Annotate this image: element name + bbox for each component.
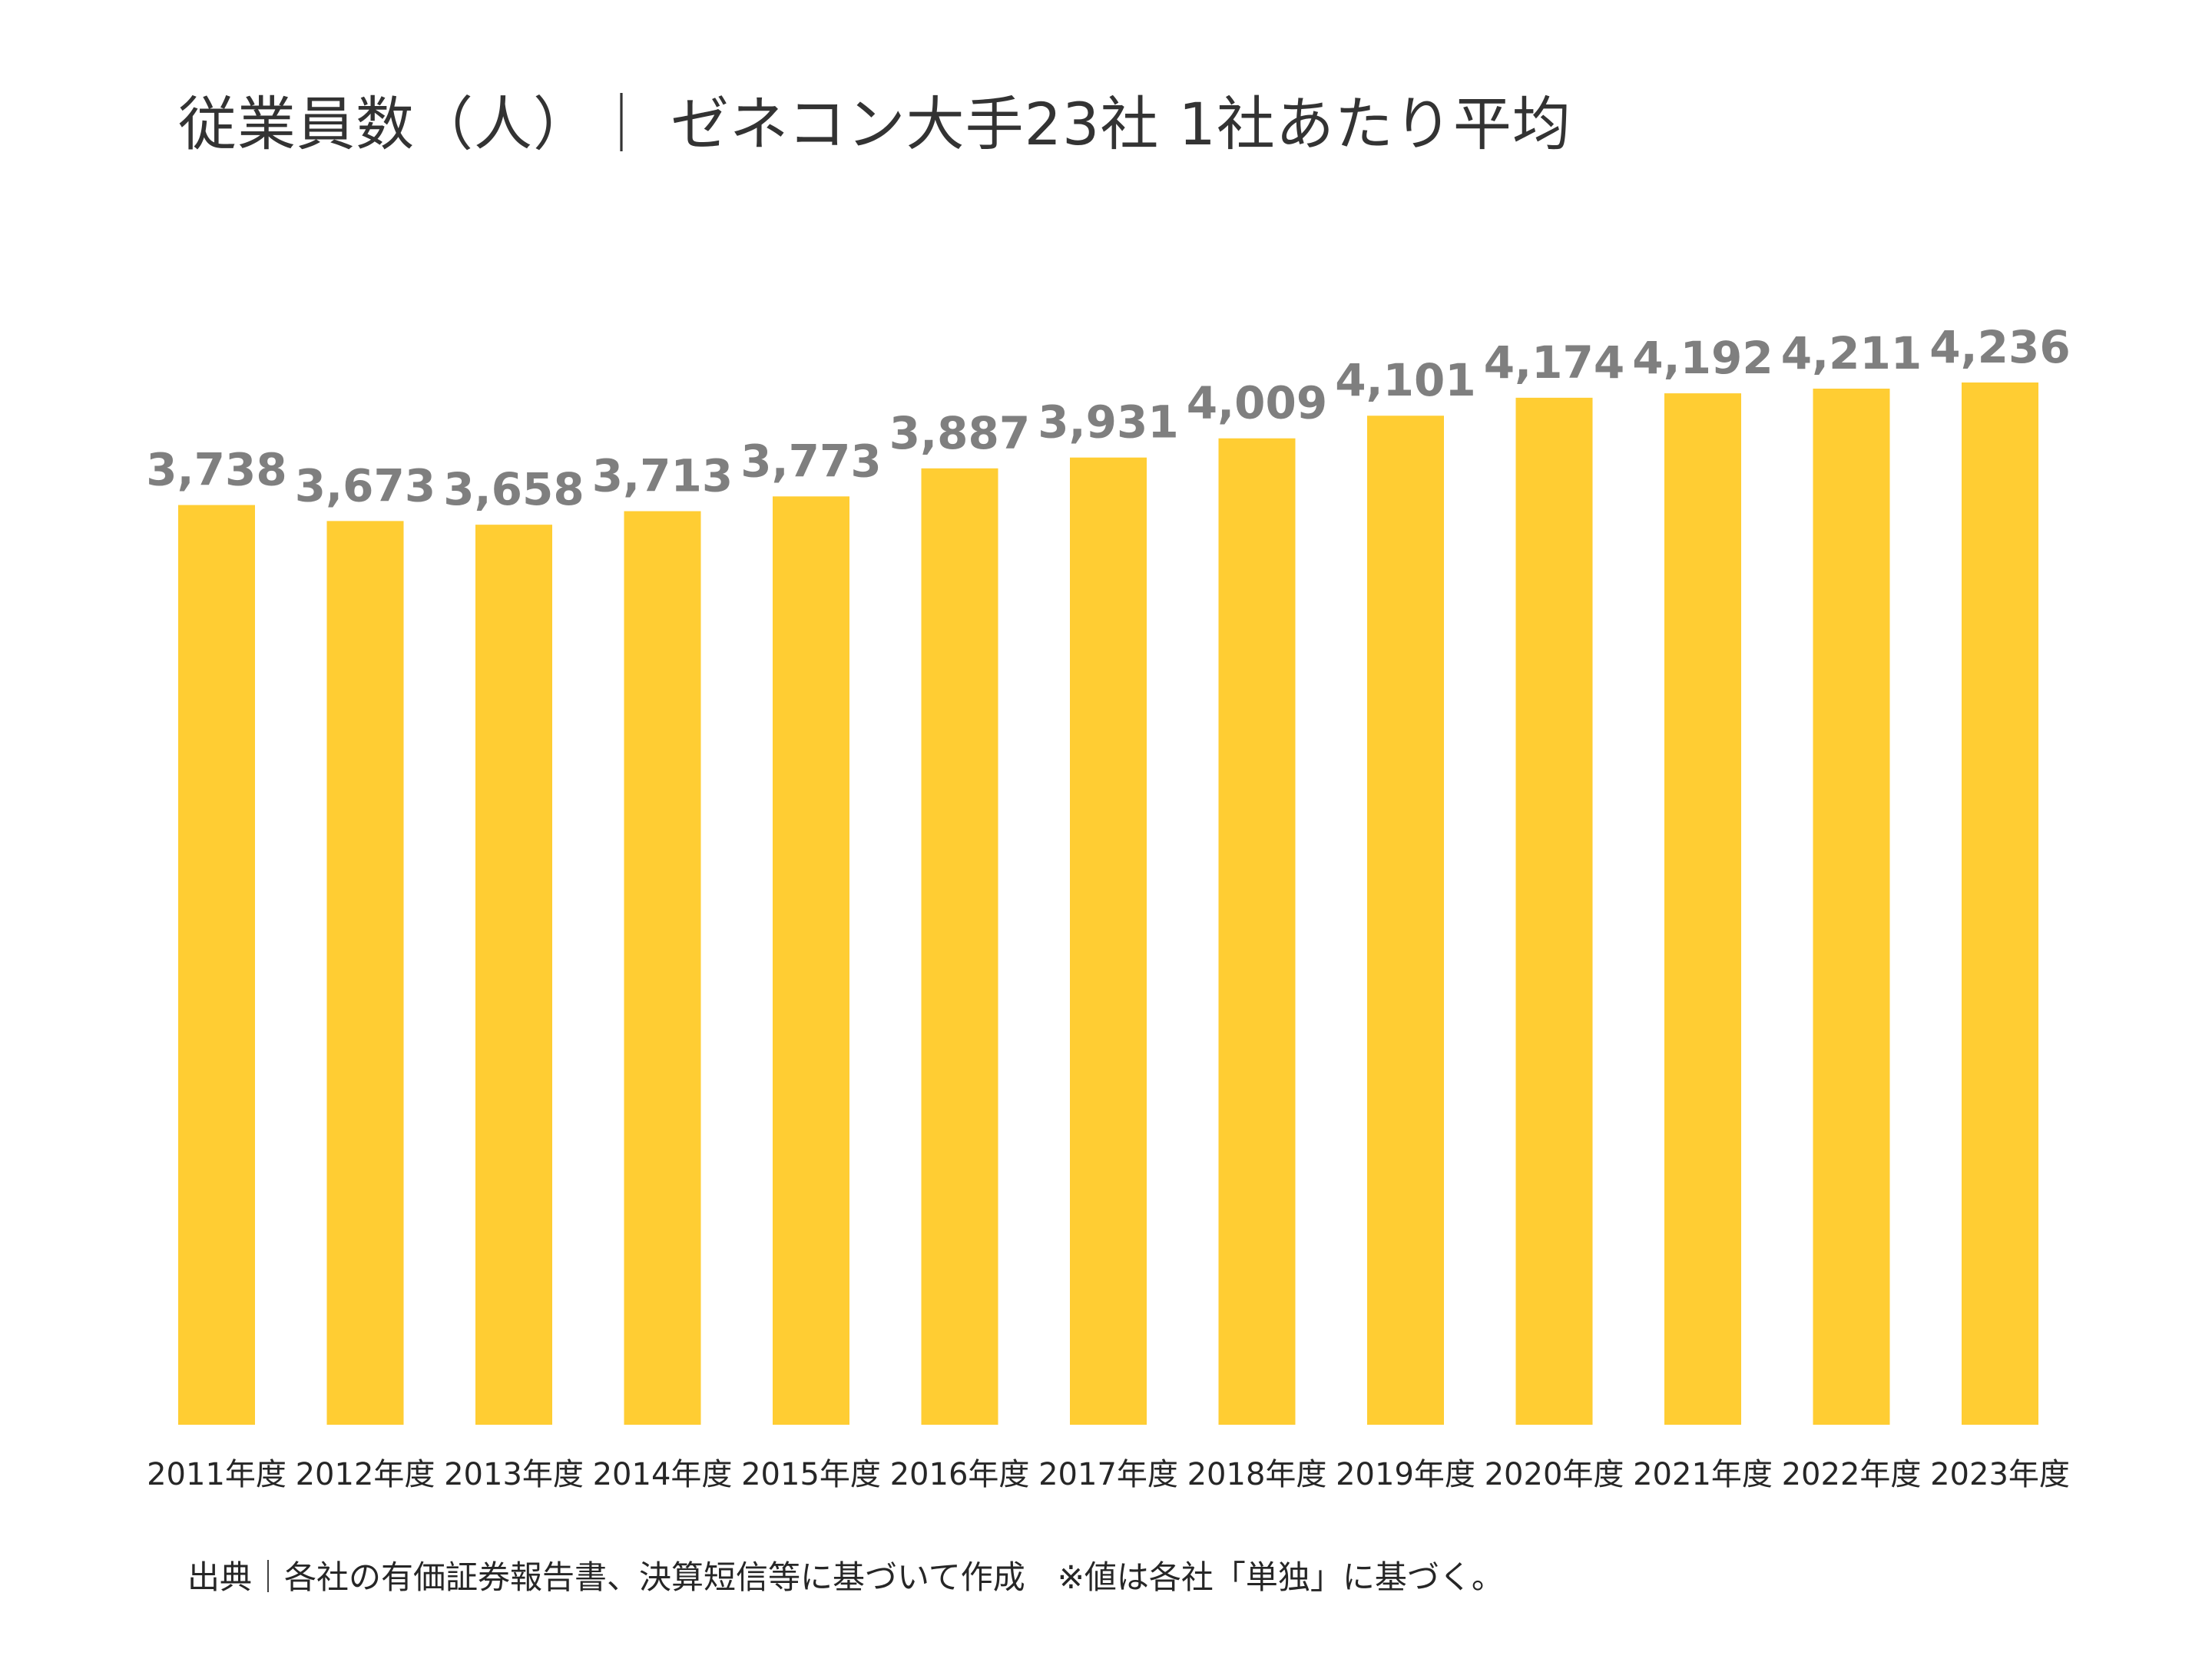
value-label-2021年度: 4,192 bbox=[1632, 332, 1773, 384]
bar-2016年度 bbox=[921, 468, 998, 1425]
bar-2021年度 bbox=[1664, 393, 1741, 1425]
value-label-2017年度: 3,931 bbox=[1038, 396, 1178, 449]
value-label-2014年度: 3,713 bbox=[592, 450, 733, 502]
value-label-2016年度: 3,887 bbox=[889, 407, 1030, 459]
value-label-2011年度: 3,738 bbox=[146, 444, 286, 496]
x-tick-label-2011年度: 2011年度 bbox=[147, 1457, 286, 1492]
x-tick-label-2015年度: 2015年度 bbox=[741, 1457, 881, 1492]
value-label-2018年度: 4,009 bbox=[1187, 377, 1327, 429]
bars-layer bbox=[178, 382, 2038, 1426]
value-label-2022年度: 4,211 bbox=[1781, 327, 1922, 379]
value-label-2023年度: 4,236 bbox=[1929, 321, 2070, 373]
value-label-2020年度: 4,174 bbox=[1484, 336, 1624, 389]
chart-title: 従業員数（人）｜ ゼネコン大手23社 1社あたり平均 bbox=[178, 90, 1571, 158]
bar-2018年度 bbox=[1218, 438, 1296, 1426]
x-axis-tick-labels: 2011年度 2012年度 2013年度 2014年度 2015年度 2016年度 2017… bbox=[147, 1457, 2070, 1492]
bar-2020年度 bbox=[1515, 397, 1593, 1426]
value-label-2019年度: 4,101 bbox=[1335, 354, 1475, 406]
x-tick-label-2013年度: 2013年度 bbox=[444, 1457, 584, 1492]
x-tick-label-2018年度: 2018年度 bbox=[1187, 1457, 1327, 1492]
x-tick-label-2017年度: 2017年度 bbox=[1038, 1457, 1178, 1492]
x-tick-label-2023年度: 2023年度 bbox=[1930, 1457, 2070, 1492]
bar-2014年度 bbox=[624, 511, 701, 1425]
bar-2017年度 bbox=[1070, 457, 1147, 1425]
x-tick-label-2012年度: 2012年度 bbox=[296, 1457, 435, 1492]
value-label-2015年度: 3,773 bbox=[740, 435, 881, 487]
x-tick-label-2022年度: 2022年度 bbox=[1782, 1457, 1922, 1492]
x-tick-label-2016年度: 2016年度 bbox=[890, 1457, 1030, 1492]
x-tick-label-2019年度: 2019年度 bbox=[1336, 1457, 1475, 1492]
value-label-2013年度: 3,658 bbox=[443, 463, 584, 515]
x-tick-label-2014年度: 2014年度 bbox=[593, 1457, 733, 1492]
bar-2015年度 bbox=[773, 496, 849, 1425]
x-tick-label-2021年度: 2021年度 bbox=[1633, 1457, 1773, 1492]
source-note: 出典｜各社の有価証券報告書、決算短信等に基づいて作成 ※値は各社「単独」に基づく… bbox=[187, 1558, 1504, 1596]
x-tick-label-2020年度: 2020年度 bbox=[1485, 1457, 1624, 1492]
bar-2023年度 bbox=[1962, 382, 2038, 1425]
bar-2019年度 bbox=[1367, 416, 1444, 1425]
value-label-2012年度: 3,673 bbox=[295, 459, 435, 512]
bar-2011年度 bbox=[178, 505, 255, 1426]
bar-2012年度 bbox=[326, 521, 404, 1425]
bar-2013年度 bbox=[475, 525, 552, 1426]
bar-2022年度 bbox=[1813, 389, 1890, 1425]
